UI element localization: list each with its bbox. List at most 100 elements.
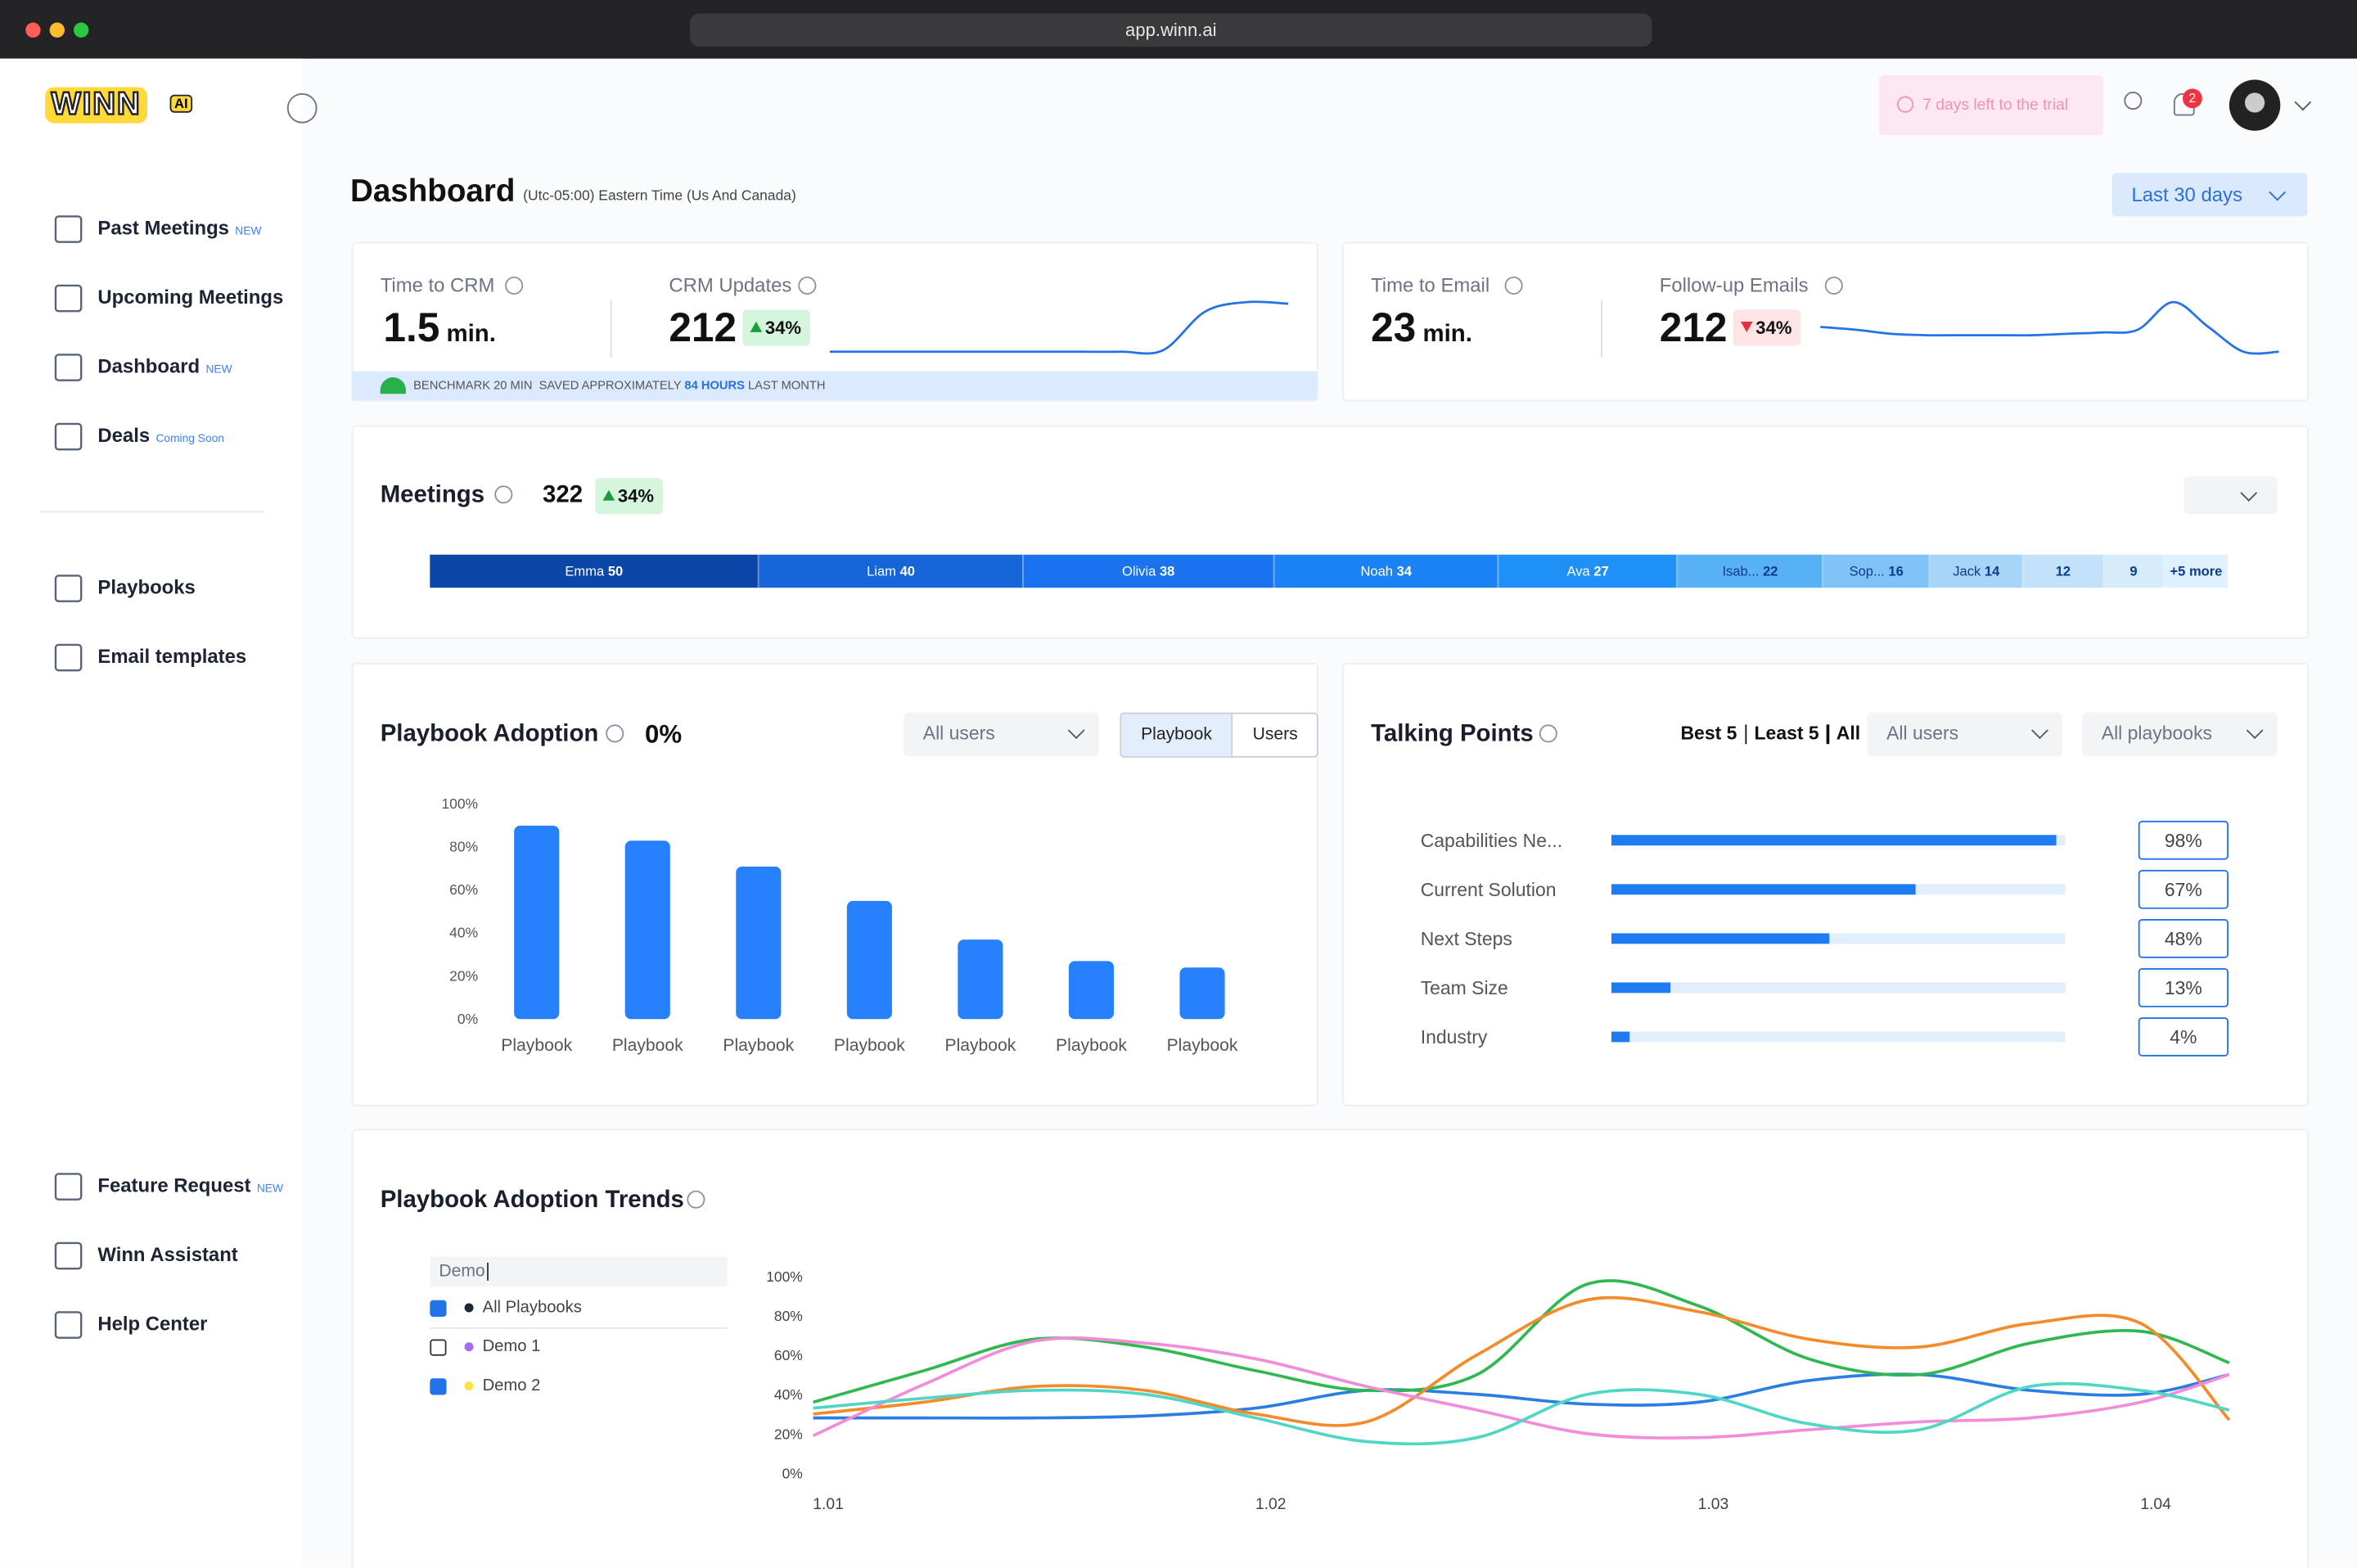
segment-name: Isab... [1722,563,1760,579]
select-text: All users [922,723,995,745]
change-badge: 34% [595,478,664,515]
meeting-segment[interactable]: 12 [2023,554,2104,588]
meetings-bar: Emma 50 Liam 40 Olivia 38 Noah 34 Ava 27 Isab… [430,554,2229,588]
meeting-segment[interactable]: Sop... 16 [1823,554,1931,588]
sidebar [0,58,303,1568]
more-segment[interactable]: +5 more [2164,554,2229,588]
x-tick-label: Playbook [723,1036,794,1055]
metric-value: 212 [1659,304,1728,350]
nav-icon [54,1311,83,1339]
metric-label: Follow-up Emails [1659,273,1809,296]
meeting-segment[interactable]: Liam 40 [759,554,1024,588]
nav-item[interactable]: Upcoming Meetings [97,286,283,309]
segment-value: 40 [899,563,915,579]
nav-item[interactable]: Past Meetings NEW [97,216,261,239]
checkbox[interactable] [430,1299,447,1317]
segment-value: 27 [1593,563,1609,579]
window-zoom[interactable] [74,22,89,38]
invite-icon[interactable] [2124,92,2143,110]
nav-item[interactable]: Email templates [97,645,246,668]
nav-item[interactable]: Feature Request NEW [97,1174,283,1196]
users-select[interactable]: All users [903,712,1099,756]
bar [1611,835,2057,846]
divider [430,1327,728,1329]
address-bar[interactable]: app.winn.ai [690,13,1652,47]
users-select[interactable]: All users [1867,712,2063,756]
meeting-segment[interactable]: Noah 34 [1274,554,1499,588]
avatar[interactable] [2229,79,2281,131]
y-tick-label: 40% [449,925,478,941]
select-text: All users [1886,723,1959,745]
meeting-segment[interactable]: Jack 14 [1930,554,2024,588]
nav-item[interactable]: Playbooks [97,575,195,598]
window-close[interactable] [25,22,41,38]
info-icon[interactable] [606,724,624,743]
nav-badge: NEW [256,1181,283,1196]
trends-card [351,1129,2310,1568]
meeting-segment[interactable]: Isab... 22 [1678,554,1824,588]
segment-value: 14 [1984,563,2000,579]
meeting-segment[interactable]: 9 [2103,554,2165,588]
toggle-option[interactable]: Playbook [1121,714,1232,756]
nav-icon [54,284,83,313]
bar-track [1611,982,2066,994]
meetings-total: 322 [543,482,584,508]
tab[interactable]: All [1836,723,1861,745]
search-input[interactable]: Demo [430,1256,728,1287]
meeting-segment[interactable]: Ava 27 [1498,554,1679,588]
meeting-segment[interactable]: Olivia 38 [1023,554,1275,588]
nav-item[interactable]: Dashboard NEW [97,354,232,377]
trial-banner[interactable]: 7 days left to the trial [1878,74,2103,136]
tab[interactable]: Best 5 [1680,723,1737,745]
info-icon[interactable] [505,276,524,295]
segment-name: Emma [565,563,605,579]
legend-item[interactable]: Demo 2 [430,1374,540,1398]
segment-value: 38 [1159,563,1175,579]
y-tick-label: 80% [449,839,478,855]
info-icon[interactable] [687,1190,705,1209]
legend-item[interactable]: All Playbooks [430,1295,582,1319]
tab-separator [1826,724,1829,745]
checkbox[interactable] [430,1338,447,1355]
value-label: 67% [2165,879,2202,900]
playbooks-select[interactable]: All playbooks [2081,712,2278,756]
nav-item[interactable]: Winn Assistant [97,1243,237,1266]
nav-badge: NEW [235,223,262,238]
nav-item[interactable]: Deals Coming Soon [97,424,224,447]
legend-label: All Playbooks [482,1298,582,1317]
collapse-button[interactable] [286,92,318,124]
checkbox[interactable] [430,1377,447,1395]
nav-badge: Coming Soon [155,431,224,445]
x-tick-label: 1.04 [2140,1496,2171,1513]
trend-line [813,1381,2230,1446]
tab[interactable]: Least 5 [1754,723,1819,745]
toggle-option[interactable]: Users [1231,714,1318,756]
group-select[interactable] [2183,476,2278,515]
value-label: 48% [2165,928,2202,949]
x-tick-label: Playbook [612,1036,683,1055]
bar-track [1611,1031,2066,1043]
y-tick-label: 20% [774,1426,803,1442]
change-badge: 34% [1733,309,1801,346]
segment-value: 12 [2055,563,2071,579]
bar [736,866,782,1020]
legend-dot [464,1342,474,1352]
nav-icon [54,354,83,381]
category-label: Team Size [1421,977,1508,998]
gauge-icon [380,377,406,394]
logo[interactable]: WINN [45,86,148,124]
date-range-select[interactable]: Last 30 days [2111,173,2308,217]
window-minimize[interactable] [49,22,65,38]
x-tick-label: Playbook [834,1036,905,1055]
info-icon[interactable] [494,485,513,504]
legend-item[interactable]: Demo 1 [430,1335,540,1358]
segment-value: 9 [2129,563,2138,579]
nav-item[interactable]: Help Center [97,1312,207,1335]
meeting-segment[interactable]: Emma 50 [430,554,760,588]
info-icon[interactable] [798,276,817,295]
segment-name: Jack [1953,563,1981,579]
info-icon[interactable] [1539,724,1557,743]
info-icon[interactable] [1504,276,1523,295]
info-icon[interactable] [1824,276,1843,295]
